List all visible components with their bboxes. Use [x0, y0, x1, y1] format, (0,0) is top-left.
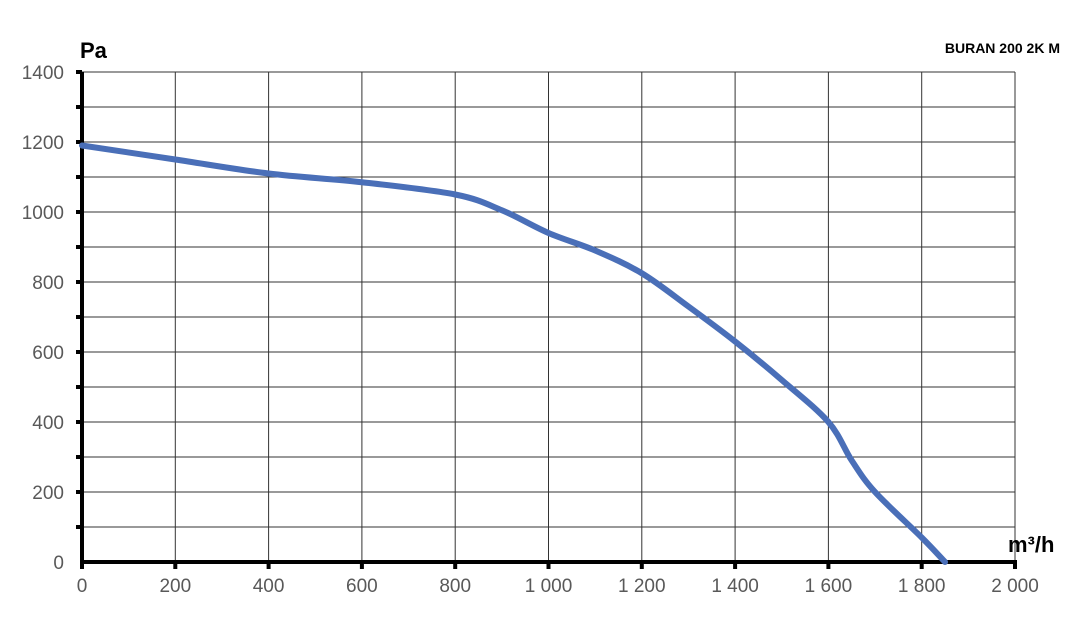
y-tick-label: 800 — [32, 273, 64, 294]
x-tick-label: 2 000 — [991, 576, 1039, 597]
y-tick-label: 600 — [32, 343, 64, 364]
x-tick-label: 200 — [159, 576, 191, 597]
axes — [76, 70, 1017, 569]
x-tick-label: 1 200 — [618, 576, 666, 597]
y-tick-label: 0 — [53, 553, 64, 574]
x-tick-label: 1 400 — [711, 576, 759, 597]
x-tick-label: 0 — [77, 576, 88, 597]
y-tick-label: 1200 — [22, 133, 64, 154]
y-tick-label: 1000 — [22, 203, 64, 224]
x-tick-label: 1 600 — [805, 576, 853, 597]
y-tick-label: 1400 — [22, 63, 64, 84]
tick-labels: 0 200 400 600 800 1 000 1 200 1 400 1 600 1 800 2 … — [22, 63, 1039, 597]
grid — [82, 71, 1016, 562]
y-tick-label: 400 — [32, 413, 64, 434]
x-tick-label: 400 — [253, 576, 285, 597]
y-tick-label: 200 — [32, 483, 64, 504]
x-axis-label: m³/h — [1008, 532, 1054, 557]
x-tick-label: 1 000 — [525, 576, 573, 597]
y-axis-label: Pa — [80, 38, 108, 63]
x-tick-label: 800 — [439, 576, 471, 597]
x-tick-label: 600 — [346, 576, 378, 597]
x-tick-label: 1 800 — [898, 576, 946, 597]
series-line — [79, 142, 949, 565]
chart-title: BURAN 200 2K M — [945, 40, 1060, 56]
